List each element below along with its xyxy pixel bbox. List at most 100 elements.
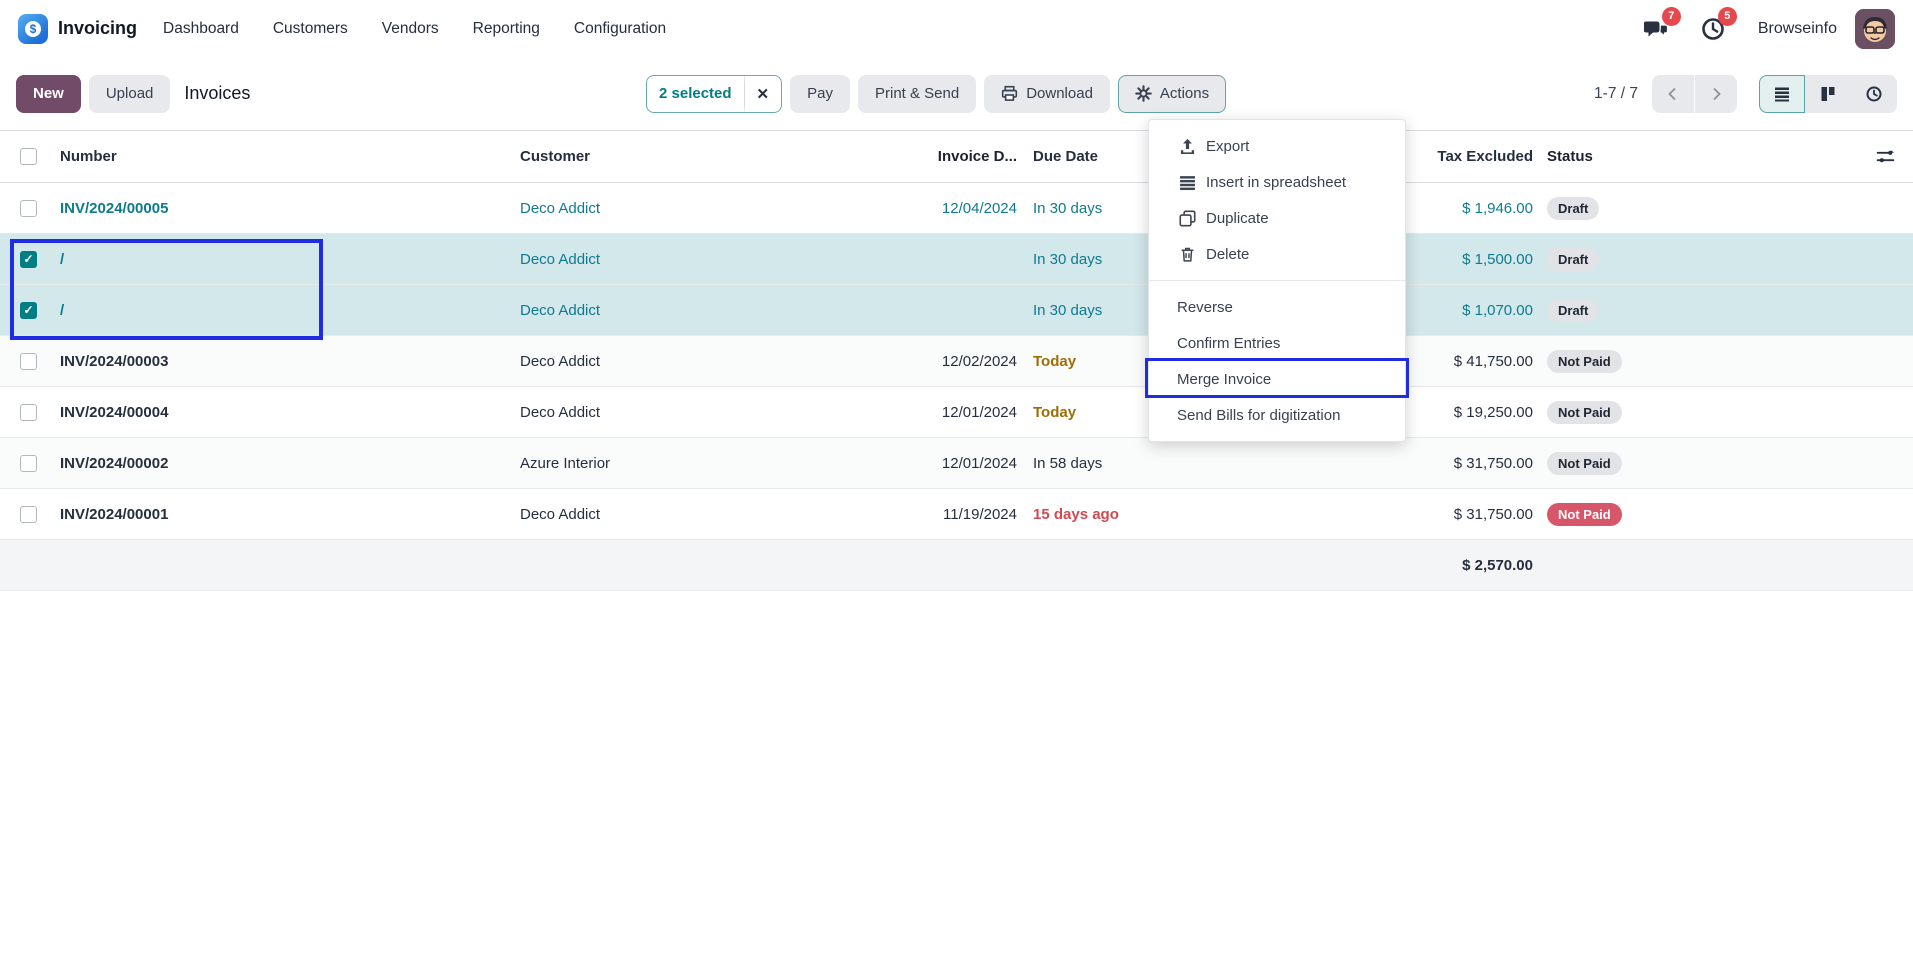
- new-button[interactable]: New: [16, 74, 81, 113]
- upload-button[interactable]: Upload: [88, 74, 171, 113]
- view-switcher: [1759, 74, 1897, 113]
- gear-icon: [1135, 85, 1152, 102]
- cell-due-date: Today: [1033, 352, 1077, 370]
- cell-number[interactable]: INV/2024/00005: [60, 199, 169, 217]
- activities-button[interactable]: 5: [1698, 6, 1737, 44]
- selection-toolbar: 2 selected ✕ Pay Print & Send Download: [646, 74, 1227, 113]
- list-view-icon: [1773, 85, 1791, 103]
- row-checkbox[interactable]: ✓: [20, 250, 37, 268]
- cell-customer: Azure Interior: [520, 454, 611, 472]
- header-status[interactable]: Status: [1547, 148, 1593, 165]
- row-checkbox[interactable]: ✓: [20, 301, 37, 319]
- cell-due-date: 15 days ago: [1033, 505, 1119, 523]
- top-menu-vendors[interactable]: Vendors: [381, 19, 439, 37]
- top-menu: Dashboard Customers Vendors Reporting Config…: [163, 20, 666, 38]
- cell-tax-excluded: $ 41,750.00: [1453, 352, 1533, 370]
- printer-icon: [1001, 85, 1018, 102]
- table-footer-row: $ 2,570.00: [0, 540, 1913, 591]
- chevron-right-icon: [1708, 86, 1724, 102]
- top-navbar: $ Invoicing Dashboard Customers Vendors Rep…: [0, 0, 1913, 57]
- menu-item-export[interactable]: Export: [1149, 128, 1405, 164]
- clear-selection-button[interactable]: ✕: [756, 85, 770, 103]
- row-checkbox[interactable]: [20, 403, 37, 421]
- activity-view-button[interactable]: [1851, 74, 1897, 113]
- optional-columns-button[interactable]: [1785, 148, 1913, 165]
- header-customer[interactable]: Customer: [520, 148, 591, 165]
- invoice-row[interactable]: INV/2024/00002 Azure Interior 12/01/2024…: [0, 438, 1913, 489]
- pager-range: 1-7 / 7: [1594, 84, 1638, 102]
- cell-number[interactable]: INV/2024/00002: [60, 454, 169, 472]
- cell-number[interactable]: /: [60, 301, 65, 319]
- status-badge: Not Paid: [1547, 502, 1622, 526]
- cell-due-date: In 30 days: [1033, 199, 1103, 217]
- pager-previous-button[interactable]: [1652, 74, 1694, 113]
- cell-number[interactable]: /: [60, 250, 65, 268]
- header-tax-excluded[interactable]: Tax Excluded: [1437, 148, 1533, 165]
- app-title[interactable]: Invoicing: [58, 18, 138, 38]
- menu-item-confirm-entries[interactable]: Confirm Entries: [1177, 334, 1281, 352]
- header-invoice-date[interactable]: Invoice D...: [937, 148, 1017, 165]
- row-checkbox[interactable]: [20, 352, 37, 370]
- cell-tax-excluded: $ 1,070.00: [1462, 301, 1533, 319]
- selected-count-label: 2 selected: [659, 85, 732, 102]
- cell-invoice-date: 12/04/2024: [941, 199, 1017, 217]
- header-due-date[interactable]: Due Date: [1033, 148, 1099, 165]
- cell-tax-excluded: $ 1,500.00: [1462, 250, 1533, 268]
- list-view-button[interactable]: [1759, 74, 1805, 113]
- invoice-row[interactable]: INV/2024/00001 Deco Addict 11/19/2024 15…: [0, 489, 1913, 540]
- user-avatar[interactable]: [1855, 8, 1895, 49]
- table-header-row: Number Customer Invoice D... Due Date Ta…: [0, 130, 1913, 183]
- menu-item-delete[interactable]: Delete: [1149, 236, 1405, 272]
- cell-number[interactable]: INV/2024/00004: [60, 403, 169, 421]
- cell-due-date: In 30 days: [1033, 250, 1103, 268]
- cell-customer: Deco Addict: [520, 301, 601, 319]
- print-send-button[interactable]: Print & Send: [857, 74, 977, 113]
- menu-item-send-bills-for-digitization[interactable]: Send Bills for digitization: [1177, 406, 1341, 424]
- cell-invoice-date: 12/01/2024: [941, 403, 1017, 421]
- actions-button[interactable]: Actions: [1117, 74, 1227, 113]
- pay-button[interactable]: Pay: [790, 74, 850, 113]
- invoice-row[interactable]: ✓ / Deco Addict In 30 days $ 1,070.00 Dr…: [0, 285, 1913, 336]
- cell-number[interactable]: INV/2024/00003: [60, 352, 169, 370]
- row-checkbox[interactable]: [20, 505, 37, 523]
- invoice-row[interactable]: INV/2024/00004 Deco Addict 12/01/2024 To…: [0, 387, 1913, 438]
- cell-customer: Deco Addict: [520, 250, 601, 268]
- menu-divider: [1149, 280, 1405, 281]
- control-panel: New Upload Invoices 2 selected ✕ Pay Pri…: [0, 57, 1913, 130]
- activities-count-badge: 5: [1717, 6, 1737, 26]
- kanban-view-button[interactable]: [1805, 74, 1851, 113]
- invoice-row[interactable]: ✓ / Deco Addict In 30 days $ 1,500.00 Dr…: [0, 234, 1913, 285]
- status-badge: Not Paid: [1547, 451, 1622, 475]
- invoice-row[interactable]: INV/2024/00003 Deco Addict 12/02/2024 To…: [0, 336, 1913, 387]
- select-all-checkbox[interactable]: [0, 148, 56, 165]
- user-name[interactable]: Browseinfo: [1757, 19, 1837, 37]
- top-menu-configuration[interactable]: Configuration: [573, 19, 667, 37]
- row-checkbox[interactable]: [20, 199, 37, 217]
- invoice-row[interactable]: INV/2024/00005 Deco Addict 12/04/2024 In…: [0, 183, 1913, 234]
- kanban-view-icon: [1819, 85, 1837, 103]
- pager: [1652, 74, 1737, 113]
- invoicing-app-icon[interactable]: $: [18, 13, 48, 44]
- cell-tax-excluded: $ 31,750.00: [1453, 505, 1533, 523]
- cell-invoice-date: 12/02/2024: [941, 352, 1017, 370]
- menu-item-insert-in-spreadsheet[interactable]: Insert in spreadsheet: [1149, 164, 1405, 200]
- top-menu-customers[interactable]: Customers: [272, 19, 348, 37]
- row-checkbox[interactable]: [20, 454, 37, 472]
- trash-icon: [1177, 246, 1198, 263]
- pager-next-button[interactable]: [1695, 74, 1737, 113]
- menu-item-reverse[interactable]: Reverse: [1177, 298, 1233, 316]
- status-badge: Draft: [1547, 196, 1600, 220]
- selected-count-chip: 2 selected ✕: [646, 74, 783, 113]
- menu-item-merge-invoice[interactable]: Merge Invoice: [1177, 370, 1272, 388]
- download-button[interactable]: Download: [984, 74, 1110, 113]
- messages-button[interactable]: 7: [1642, 6, 1681, 44]
- top-menu-reporting[interactable]: Reporting: [472, 19, 540, 37]
- header-number[interactable]: Number: [60, 148, 117, 165]
- top-menu-dashboard[interactable]: Dashboard: [163, 19, 239, 37]
- cell-customer: Deco Addict: [520, 352, 601, 370]
- menu-item-duplicate[interactable]: Duplicate: [1149, 200, 1405, 236]
- clock-icon: [1700, 16, 1726, 42]
- chevron-left-icon: [1665, 86, 1681, 102]
- cell-number[interactable]: INV/2024/00001: [60, 505, 169, 523]
